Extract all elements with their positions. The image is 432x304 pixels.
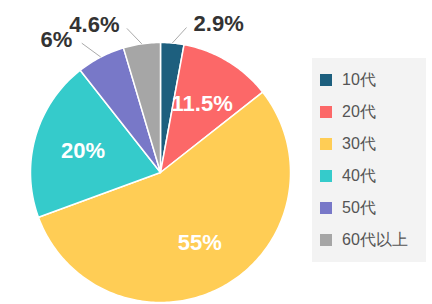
html-text:10代: 10代 xyxy=(342,70,376,88)
html-text:60代以上: 60代以上 xyxy=(342,230,408,248)
svg-text:20%: 20% xyxy=(61,138,105,163)
html-text:20代: 20代 xyxy=(342,102,376,120)
html-text:40代: 40代 xyxy=(342,166,376,184)
svg-text:4.6%: 4.6% xyxy=(69,12,119,37)
html-text:50代: 50代 xyxy=(342,198,376,216)
svg-text:2.9%: 2.9% xyxy=(194,11,244,36)
svg-text:6%: 6% xyxy=(40,27,72,52)
svg-text:11.5%: 11.5% xyxy=(172,91,233,116)
html-text:30代: 30代 xyxy=(342,134,376,152)
svg-text:55%: 55% xyxy=(178,230,222,255)
